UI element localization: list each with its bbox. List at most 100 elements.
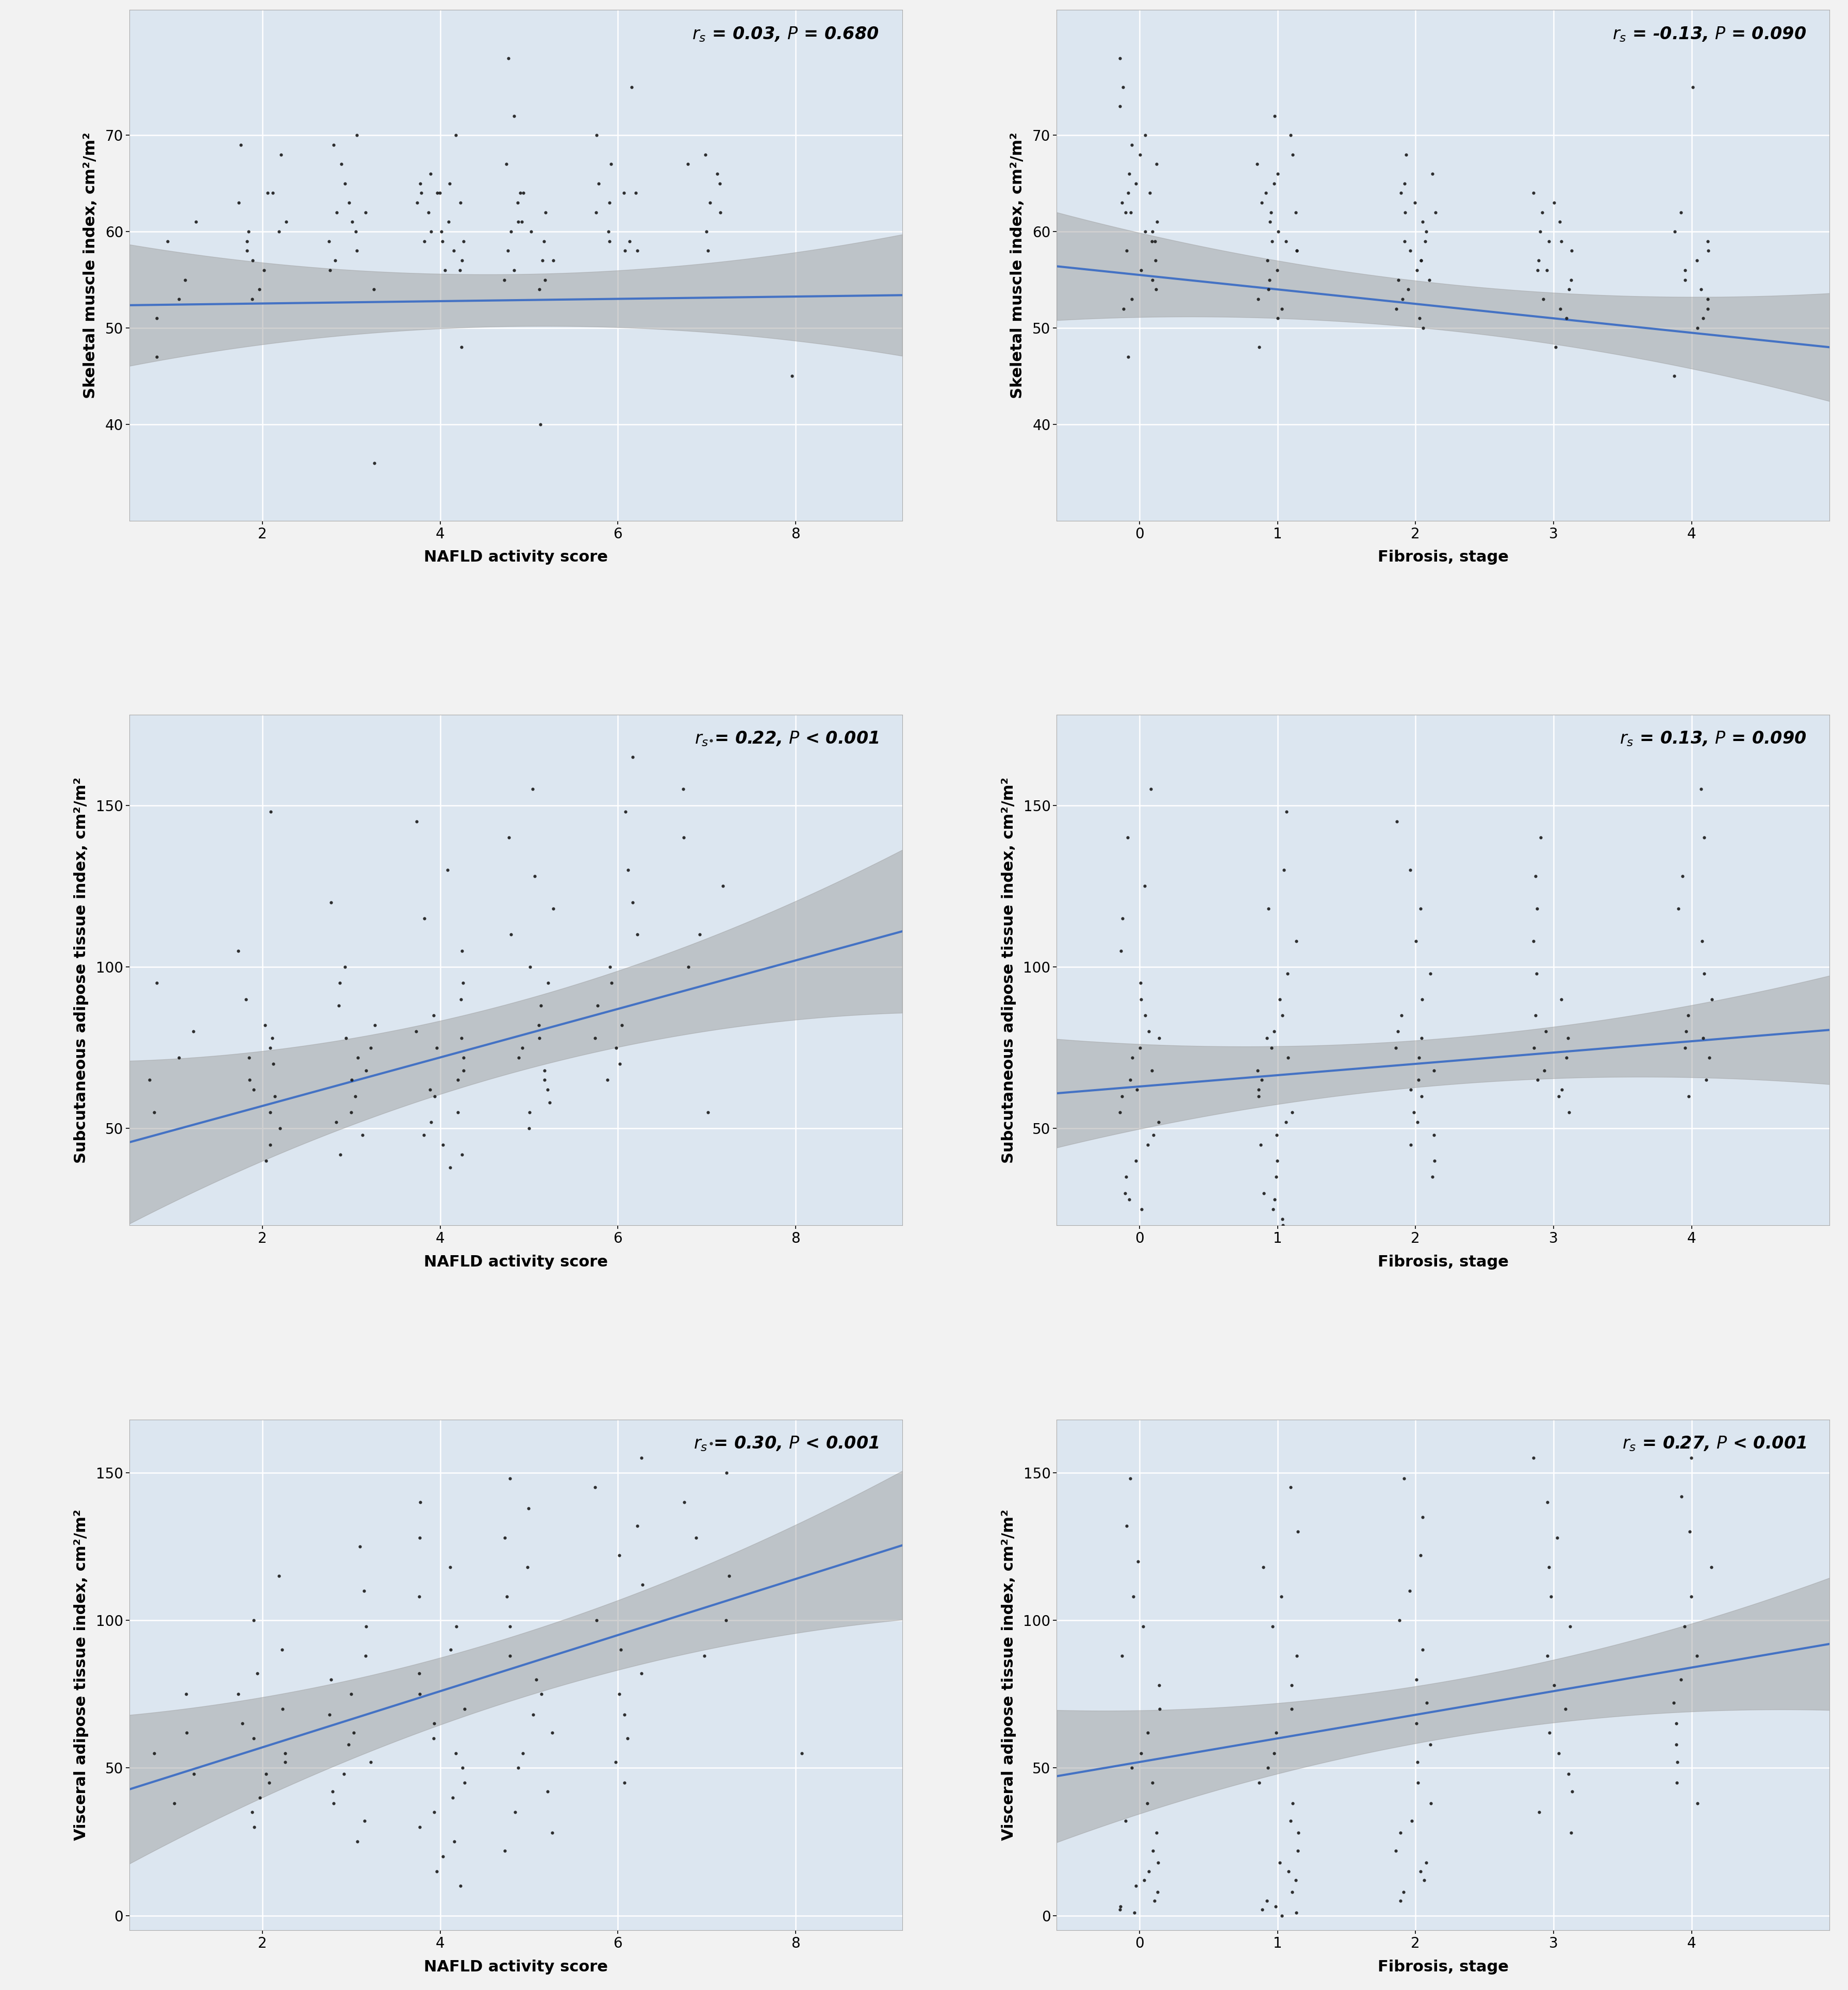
Point bbox=[1519, 177, 1549, 209]
Point bbox=[610, 1767, 639, 1799]
Point bbox=[1406, 894, 1436, 925]
Point bbox=[1273, 1855, 1303, 1887]
Point bbox=[1138, 1835, 1168, 1867]
Point bbox=[1244, 1767, 1273, 1799]
Point bbox=[1556, 235, 1586, 267]
Point bbox=[1138, 215, 1168, 247]
Point bbox=[1114, 157, 1144, 189]
Point bbox=[669, 1487, 699, 1518]
Point bbox=[1142, 1817, 1172, 1849]
Point bbox=[601, 1745, 630, 1777]
Point bbox=[1408, 207, 1438, 239]
Point bbox=[1129, 870, 1159, 901]
Point bbox=[179, 1015, 209, 1047]
Point bbox=[1271, 225, 1301, 257]
Point bbox=[606, 1634, 636, 1666]
Point bbox=[1260, 100, 1290, 131]
Point bbox=[142, 967, 172, 999]
Point bbox=[449, 225, 479, 257]
Point bbox=[1401, 187, 1430, 219]
Point bbox=[314, 225, 344, 257]
Point bbox=[325, 1138, 355, 1170]
Point bbox=[697, 1427, 726, 1459]
Point bbox=[351, 1055, 381, 1087]
Point bbox=[1660, 1688, 1689, 1719]
Point bbox=[1138, 1118, 1168, 1150]
Point bbox=[1125, 139, 1155, 171]
Point bbox=[512, 1552, 541, 1584]
Point bbox=[405, 1487, 434, 1518]
Point bbox=[264, 1560, 294, 1592]
Point bbox=[432, 854, 462, 886]
Point bbox=[1696, 1552, 1726, 1584]
Point bbox=[233, 235, 262, 267]
Point bbox=[1258, 1015, 1288, 1047]
Point bbox=[691, 215, 721, 247]
Point bbox=[1536, 1580, 1565, 1612]
Point bbox=[1384, 265, 1414, 297]
Point bbox=[1541, 330, 1571, 362]
Point bbox=[419, 999, 449, 1031]
Point bbox=[342, 119, 371, 151]
Point bbox=[1684, 312, 1713, 344]
Point bbox=[1558, 1775, 1587, 1807]
Point bbox=[495, 1610, 525, 1642]
Point bbox=[349, 1574, 379, 1606]
Point bbox=[1127, 1610, 1157, 1642]
Point bbox=[1244, 330, 1273, 362]
Point bbox=[1554, 1757, 1584, 1789]
Point bbox=[342, 215, 371, 247]
Point bbox=[525, 1009, 554, 1041]
Point bbox=[1689, 1023, 1719, 1055]
Point bbox=[340, 1081, 370, 1112]
Point bbox=[1111, 197, 1140, 229]
Point bbox=[1406, 1540, 1436, 1572]
Point bbox=[1410, 225, 1440, 257]
Point bbox=[1419, 1055, 1449, 1087]
Point bbox=[610, 1699, 639, 1731]
Point bbox=[626, 1443, 656, 1475]
Point bbox=[447, 967, 477, 999]
Point bbox=[1137, 1055, 1166, 1087]
Point bbox=[1133, 1128, 1162, 1160]
Point bbox=[270, 1745, 299, 1777]
Point bbox=[525, 1023, 554, 1055]
Point bbox=[1693, 283, 1722, 314]
Point bbox=[403, 187, 432, 219]
Point bbox=[626, 1658, 656, 1690]
Point bbox=[1554, 273, 1584, 304]
Point bbox=[1390, 1463, 1419, 1494]
Point bbox=[1253, 1751, 1283, 1783]
Point bbox=[1255, 207, 1284, 239]
Point bbox=[224, 187, 253, 219]
Point bbox=[1270, 854, 1299, 886]
Point bbox=[249, 255, 279, 287]
Point bbox=[1660, 360, 1689, 392]
Point bbox=[1257, 197, 1286, 229]
Point bbox=[1258, 1737, 1288, 1769]
Point bbox=[436, 1152, 466, 1184]
Point bbox=[1674, 1516, 1704, 1548]
Point bbox=[172, 1717, 201, 1749]
Point bbox=[1140, 1885, 1170, 1916]
Point bbox=[1118, 1580, 1148, 1612]
Point bbox=[401, 806, 431, 838]
Point bbox=[593, 1065, 623, 1096]
Point bbox=[1107, 935, 1137, 967]
Point bbox=[514, 1492, 543, 1524]
X-axis label: Fibrosis, stage: Fibrosis, stage bbox=[1377, 549, 1508, 565]
Point bbox=[227, 1707, 257, 1739]
Point bbox=[1138, 265, 1168, 297]
Point bbox=[427, 225, 456, 257]
Point bbox=[1406, 245, 1436, 277]
Point bbox=[1669, 1610, 1698, 1642]
Point bbox=[238, 1811, 268, 1843]
Point bbox=[1262, 1118, 1292, 1150]
Point bbox=[495, 1463, 525, 1494]
Point bbox=[1406, 1023, 1436, 1055]
Point bbox=[529, 225, 558, 257]
Point bbox=[1532, 255, 1562, 287]
Point bbox=[1140, 225, 1170, 257]
Point bbox=[1696, 983, 1726, 1015]
Point bbox=[614, 854, 643, 886]
